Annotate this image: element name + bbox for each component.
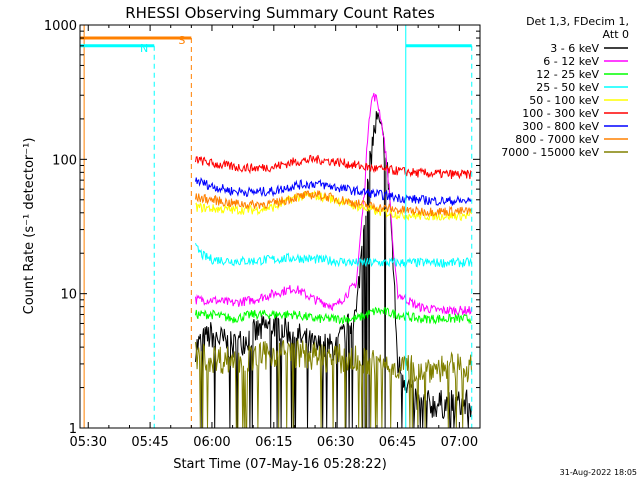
axis-layer: 05:30 05:45 06:00 06:15 06:30 06:45 07:00 1 10 10… xyxy=(44,19,481,450)
series-line xyxy=(195,306,472,325)
x-tick-label: 06:00 xyxy=(193,435,230,450)
x-tick-label: 05:45 xyxy=(131,435,168,450)
x-tick-label: 07:00 xyxy=(441,435,478,450)
legend-label: 300 - 800 keV xyxy=(522,120,599,133)
series-line xyxy=(195,243,472,269)
series-line xyxy=(195,338,472,429)
legend-label: 6 - 12 keV xyxy=(543,55,599,68)
legend-label: 100 - 300 keV xyxy=(522,107,599,120)
legend-title-line-2: Att 0 xyxy=(603,28,629,41)
y-tick-label: 1 xyxy=(69,422,77,437)
series-line xyxy=(195,177,472,206)
x-tick-label: 06:45 xyxy=(379,435,416,450)
legend-title-line-1: Det 1,3, FDecim 1, xyxy=(526,15,629,28)
state-flag-label: N xyxy=(140,42,148,55)
x-tick-label: 05:30 xyxy=(70,435,107,450)
x-tick-label: 06:15 xyxy=(255,435,292,450)
legend-label: 3 - 6 keV xyxy=(550,42,599,55)
legend-label: 7000 - 15000 keV xyxy=(501,146,599,159)
x-axis-label: Start Time (07-May-16 05:28:22) xyxy=(173,457,387,472)
y-axis-label: Count Rate (s⁻¹ detector⁻¹) xyxy=(22,138,37,315)
legend-label: 800 - 7000 keV xyxy=(515,133,599,146)
state-flag-label: S xyxy=(178,34,185,47)
chart-title: RHESSI Observing Summary Count Rates xyxy=(125,4,435,22)
legend-label: 50 - 100 keV xyxy=(529,94,599,107)
series-line xyxy=(195,190,472,218)
series-layer xyxy=(195,92,472,429)
legend-label: 25 - 50 keV xyxy=(536,81,599,94)
timestamp: 31-Aug-2022 18:05 xyxy=(560,468,637,477)
series-line xyxy=(195,92,472,317)
series-line xyxy=(195,154,472,180)
y-tick-label: 10 xyxy=(60,288,77,303)
plot-frame xyxy=(79,24,481,429)
legend-label: 12 - 25 keV xyxy=(536,68,599,81)
y-tick-label: 100 xyxy=(52,153,77,168)
y-tick-label: 1000 xyxy=(44,19,77,34)
x-tick-label: 06:30 xyxy=(317,435,354,450)
